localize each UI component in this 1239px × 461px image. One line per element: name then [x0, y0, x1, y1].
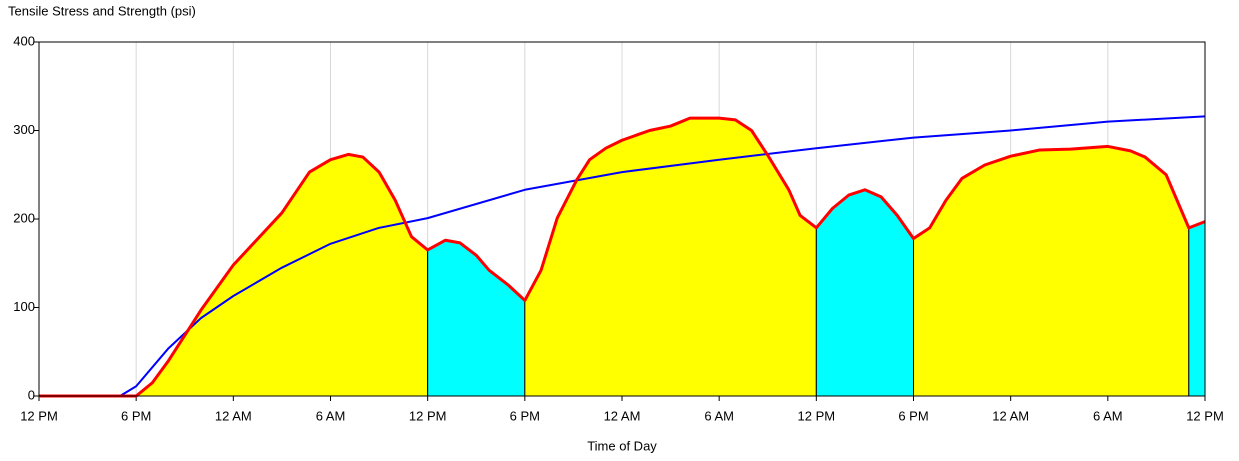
x-axis-label: Time of Day: [587, 438, 657, 453]
x-tick-label: 12 AM: [215, 408, 252, 423]
fill-region: [1188, 220, 1206, 397]
x-tick-label: 12 AM: [604, 408, 641, 423]
x-tick-label: 12 PM: [798, 408, 836, 423]
y-tick-label: 300: [13, 122, 35, 137]
x-tick-label: 6 PM: [898, 408, 928, 423]
x-tick-label: 12 AM: [992, 408, 1029, 423]
x-tick-label: 12 PM: [409, 408, 447, 423]
plot-frame: [38, 41, 1206, 397]
y-tick-label: 400: [13, 33, 35, 48]
x-tick-label: 12 PM: [1186, 408, 1224, 423]
x-tick-label: 6 AM: [1093, 408, 1123, 423]
y-tick-label: 0: [28, 387, 35, 402]
fill-region: [815, 189, 914, 397]
y-tick-label: 200: [13, 210, 35, 225]
series-line: [39, 115, 1206, 397]
x-tick-label: 6 AM: [704, 408, 734, 423]
fill-region: [524, 117, 817, 397]
x-tick-label: 6 PM: [121, 408, 151, 423]
fill-region: [913, 145, 1190, 397]
series-line: [39, 116, 1206, 398]
x-tick-label: 6 AM: [316, 408, 346, 423]
chart-title: Tensile Stress and Strength (psi): [8, 3, 196, 18]
x-tick-label: 6 PM: [510, 408, 540, 423]
x-tick-label: 12 PM: [20, 408, 58, 423]
y-tick-label: 100: [13, 299, 35, 314]
fill-region: [427, 239, 526, 397]
